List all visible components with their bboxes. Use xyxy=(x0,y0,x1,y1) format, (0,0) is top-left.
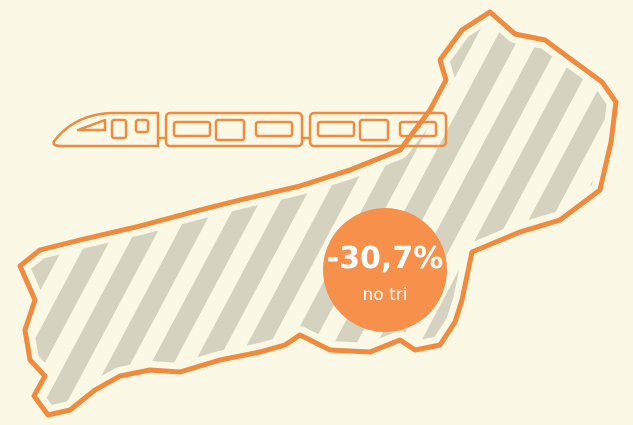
train-window xyxy=(254,120,294,138)
train-window xyxy=(398,120,438,138)
train-head xyxy=(52,111,160,148)
train-window xyxy=(134,118,150,134)
train-window xyxy=(76,118,107,132)
train-car xyxy=(164,111,304,148)
badge: -30,7% no tri xyxy=(323,208,447,332)
badge-caption: no tri xyxy=(363,285,408,305)
badge-value: -30,7% xyxy=(327,241,444,276)
train-window xyxy=(172,120,212,138)
train-door xyxy=(110,118,128,140)
train-door xyxy=(358,118,390,142)
train-car xyxy=(308,111,448,148)
train xyxy=(52,111,448,148)
badge-circle xyxy=(323,208,447,332)
train-door xyxy=(214,118,246,142)
train-window xyxy=(316,120,356,138)
